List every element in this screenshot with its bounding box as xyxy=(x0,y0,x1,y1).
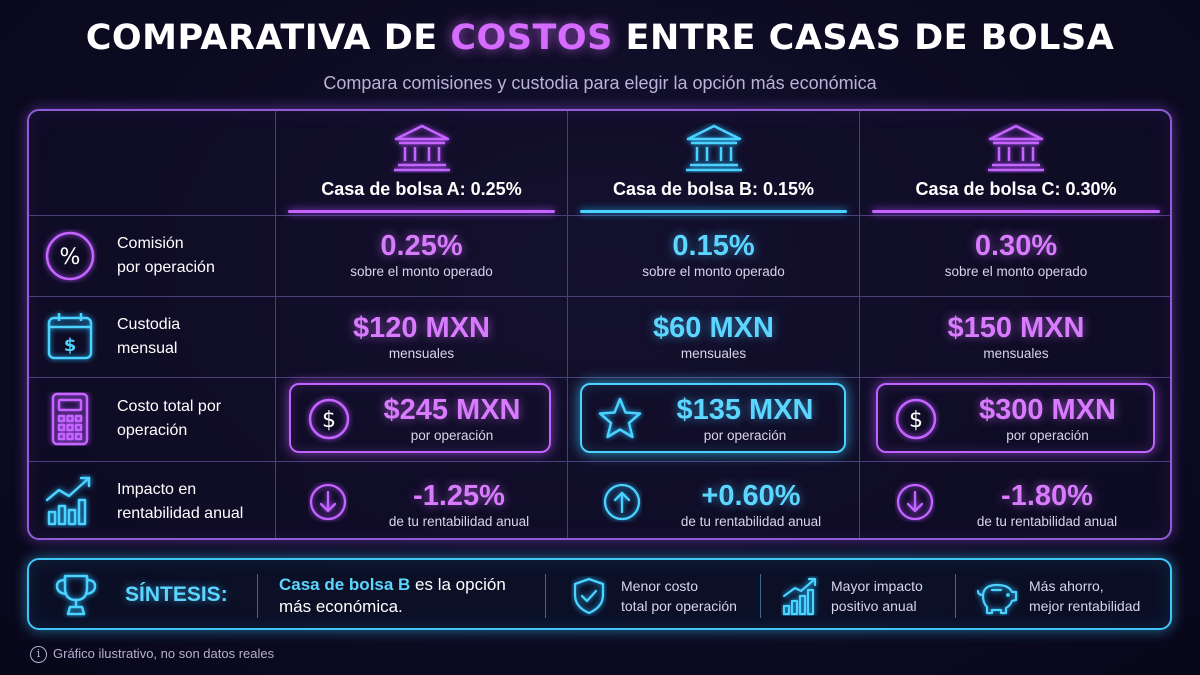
bank-icon xyxy=(685,124,742,172)
arrow-down-circle-icon xyxy=(309,483,347,521)
commission-cell-b: 0.15% sobre el monto operado xyxy=(642,230,785,279)
summary-text: Casa de bolsa B es la opción más económic… xyxy=(279,575,506,616)
trophy-icon xyxy=(55,574,97,616)
column-header-a: Casa de bolsa A: 0.25% xyxy=(276,111,567,215)
impact-cell-b: +0.60% de tu rentabilidad anual xyxy=(680,480,822,529)
arrow-down-circle-icon xyxy=(896,483,934,521)
growth-chart-icon xyxy=(45,476,91,526)
calendar-dollar-icon: $ xyxy=(47,313,93,360)
total-box-b: $135 MXN por operación xyxy=(580,383,846,453)
custody-cell-c: $150 MXN mensuales xyxy=(947,312,1085,361)
commission-cell-a: 0.25% sobre el monto operado xyxy=(350,230,493,279)
summary-feature-more-savings: Más ahorro, mejor rentabilidad xyxy=(1029,578,1141,614)
arrow-up-circle-icon xyxy=(603,483,641,521)
row-label-impact: Impacto en rentabilidad anual xyxy=(29,462,276,542)
summary-feature-higher-impact: Mayor impacto positivo anual xyxy=(831,578,923,614)
page-subtitle: Compara comisiones y custodia para elegi… xyxy=(323,73,877,93)
svg-text:$: $ xyxy=(909,408,923,433)
info-icon: i xyxy=(30,646,47,664)
dollar-coin-icon: $ xyxy=(895,398,937,440)
svg-text:$: $ xyxy=(64,335,77,356)
dollar-coin-icon: $ xyxy=(308,398,350,440)
column-underline xyxy=(580,210,847,213)
piggy-bank-icon xyxy=(976,583,1018,615)
column-header-c: Casa de bolsa C: 0.30% xyxy=(860,111,1172,215)
commission-cell-c: 0.30% sobre el monto operado xyxy=(944,230,1088,279)
summary-feature-lowest-cost: Menor costo total por operación xyxy=(621,578,737,614)
shield-check-icon xyxy=(573,577,605,615)
star-icon xyxy=(598,397,642,439)
impact-cell-a: -1.25% de tu rentabilidad anual xyxy=(388,480,530,529)
custody-cell-a: $120 MXN mensuales xyxy=(352,312,490,361)
row-label-total: Costo total por operación xyxy=(29,378,276,461)
footer-note: i Gráfico ilustrativo, no son datos reale… xyxy=(30,646,274,664)
svg-text:%: % xyxy=(60,245,81,270)
summary-bar: SÍNTESIS: Casa de bolsa B es la opción má… xyxy=(27,558,1172,630)
svg-text:$: $ xyxy=(322,408,336,433)
page-title: COMPARATIVA DE COSTOS ENTRE CASAS DE BOL… xyxy=(85,18,1115,58)
bank-icon xyxy=(988,124,1044,172)
column-underline xyxy=(872,210,1160,213)
comparison-table: Casa de bolsa A: 0.25% Casa de bolsa B: … xyxy=(27,109,1172,540)
percent-icon: % xyxy=(45,231,95,281)
impact-cell-c: -1.80% de tu rentabilidad anual xyxy=(976,480,1118,529)
total-box-c: $ $300 MXN por operación xyxy=(876,383,1155,453)
calculator-icon xyxy=(51,392,89,446)
custody-cell-b: $60 MXN mensuales xyxy=(653,312,774,361)
column-name: Casa de bolsa A: 0.25% xyxy=(321,179,522,199)
summary-label: SÍNTESIS: xyxy=(125,583,228,606)
bank-icon xyxy=(393,124,450,172)
column-name: Casa de bolsa B: 0.15% xyxy=(612,179,815,199)
bar-chart-up-icon xyxy=(782,577,817,616)
row-label-commission: % Comisión por operación xyxy=(29,216,276,296)
row-label-custody: $ Custodia mensual xyxy=(29,297,276,377)
column-name: Casa de bolsa C: 0.30% xyxy=(915,179,1117,199)
column-header-b: Casa de bolsa B: 0.15% xyxy=(568,111,859,215)
total-box-a: $ $245 MXN por operación xyxy=(289,383,551,453)
column-underline xyxy=(288,210,555,213)
